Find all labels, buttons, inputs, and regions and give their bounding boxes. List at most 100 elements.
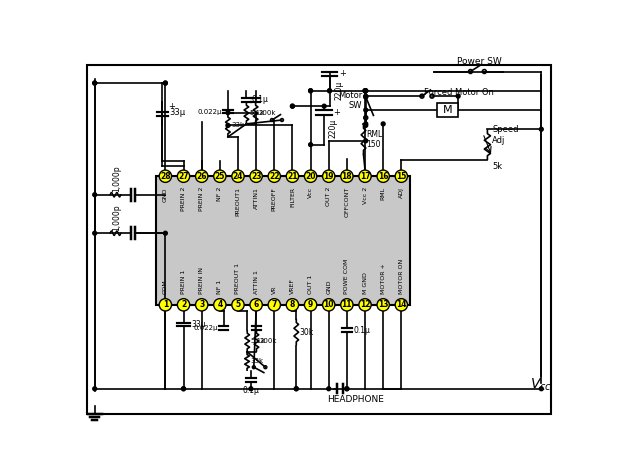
- Circle shape: [159, 170, 172, 182]
- Circle shape: [93, 81, 96, 85]
- Text: FILTER: FILTER: [290, 187, 295, 207]
- Text: 6: 6: [254, 301, 259, 310]
- Text: 14: 14: [396, 301, 407, 310]
- Text: 1: 1: [163, 301, 168, 310]
- Text: Speed
Adj: Speed Adj: [492, 126, 519, 145]
- Circle shape: [159, 299, 172, 311]
- Circle shape: [177, 170, 190, 182]
- Text: 23: 23: [251, 172, 261, 181]
- Circle shape: [381, 122, 385, 126]
- Text: PREOUT 1: PREOUT 1: [236, 263, 241, 294]
- Text: 33k: 33k: [231, 122, 244, 128]
- Text: NF 1: NF 1: [217, 280, 222, 294]
- Text: VR: VR: [272, 285, 277, 294]
- Text: 16: 16: [378, 172, 388, 181]
- Text: RML: RML: [381, 187, 386, 200]
- Circle shape: [359, 299, 371, 311]
- Text: 30k: 30k: [299, 328, 313, 337]
- Text: 20: 20: [305, 172, 316, 181]
- Text: 11: 11: [341, 301, 352, 310]
- Text: ATTIN 1: ATTIN 1: [254, 270, 259, 294]
- Text: 27: 27: [179, 172, 189, 181]
- Circle shape: [249, 387, 253, 391]
- Circle shape: [226, 124, 230, 128]
- Circle shape: [345, 387, 349, 391]
- Circle shape: [268, 170, 281, 182]
- Circle shape: [226, 111, 230, 115]
- Circle shape: [290, 104, 294, 108]
- Text: PREIN 2: PREIN 2: [199, 187, 204, 211]
- Circle shape: [377, 299, 389, 311]
- Text: POWE COM: POWE COM: [345, 259, 350, 294]
- Circle shape: [364, 94, 368, 98]
- Circle shape: [232, 170, 244, 182]
- Text: ADJ: ADJ: [399, 187, 404, 198]
- Circle shape: [323, 299, 335, 311]
- Circle shape: [341, 299, 353, 311]
- Text: Vcc: Vcc: [308, 187, 313, 198]
- Text: +: +: [333, 108, 340, 117]
- Circle shape: [363, 89, 367, 93]
- Text: GND: GND: [326, 280, 332, 294]
- Text: 22: 22: [269, 172, 279, 181]
- Text: 200k: 200k: [259, 110, 276, 116]
- Circle shape: [377, 170, 389, 182]
- Text: 9: 9: [308, 301, 313, 310]
- Text: 3: 3: [199, 301, 204, 310]
- Text: NF 2: NF 2: [217, 187, 222, 201]
- Text: 7: 7: [272, 301, 277, 310]
- Text: PREIN 1: PREIN 1: [181, 270, 186, 294]
- Text: 19: 19: [323, 172, 334, 181]
- Text: +: +: [339, 69, 346, 78]
- Text: OUT 2: OUT 2: [326, 187, 332, 206]
- Circle shape: [341, 170, 353, 182]
- Text: MOTOR ON: MOTOR ON: [399, 259, 404, 294]
- Circle shape: [309, 143, 312, 146]
- Text: RML
150: RML 150: [366, 129, 383, 149]
- Text: 5: 5: [235, 301, 241, 310]
- Text: 26: 26: [197, 172, 207, 181]
- Circle shape: [195, 299, 208, 311]
- Circle shape: [309, 89, 312, 93]
- Text: HEADPHONE: HEADPHONE: [327, 395, 384, 404]
- Circle shape: [182, 387, 185, 391]
- Text: 200k: 200k: [259, 338, 277, 344]
- Text: 33k: 33k: [250, 358, 263, 365]
- Text: Motor
SW: Motor SW: [338, 91, 362, 110]
- Text: OFFCONT: OFFCONT: [345, 187, 350, 217]
- Text: Forced Motor On: Forced Motor On: [424, 88, 494, 97]
- Text: M GND: M GND: [363, 272, 368, 294]
- Text: 0.1µ: 0.1µ: [353, 326, 370, 335]
- Text: COM: COM: [163, 279, 168, 294]
- Circle shape: [395, 170, 407, 182]
- Text: 17: 17: [360, 172, 370, 181]
- Text: 5k: 5k: [492, 162, 502, 171]
- Text: 21: 21: [287, 172, 298, 181]
- Circle shape: [268, 299, 281, 311]
- Circle shape: [304, 170, 317, 182]
- Text: 12: 12: [360, 301, 370, 310]
- Text: 1,000p: 1,000p: [113, 204, 121, 231]
- Circle shape: [359, 170, 371, 182]
- Circle shape: [177, 299, 190, 311]
- Circle shape: [328, 89, 332, 93]
- Text: 18: 18: [341, 172, 352, 181]
- Circle shape: [539, 128, 543, 131]
- Text: Vcc 2: Vcc 2: [363, 187, 368, 204]
- Circle shape: [93, 231, 96, 235]
- Text: VREF: VREF: [290, 278, 295, 294]
- Circle shape: [164, 81, 167, 85]
- Text: 2: 2: [181, 301, 186, 310]
- Circle shape: [345, 387, 349, 391]
- Text: OUT 1: OUT 1: [308, 275, 313, 294]
- Text: PREIN 2: PREIN 2: [181, 187, 186, 211]
- Text: ATTIN1: ATTIN1: [254, 187, 259, 209]
- Circle shape: [93, 81, 96, 85]
- Text: 5.1k: 5.1k: [249, 110, 265, 116]
- Circle shape: [214, 299, 226, 311]
- Circle shape: [322, 104, 326, 108]
- Text: M: M: [442, 105, 452, 115]
- Circle shape: [164, 231, 167, 235]
- Circle shape: [364, 122, 368, 126]
- Text: 15: 15: [396, 172, 407, 181]
